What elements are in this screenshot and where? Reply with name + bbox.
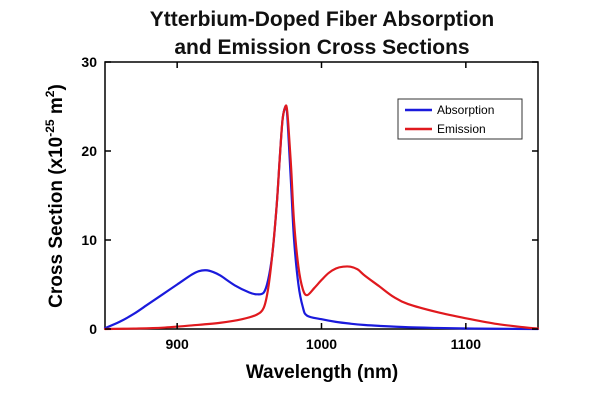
y-tick-label: 0 <box>89 321 97 337</box>
y-ticks: 0 10 20 30 <box>81 54 538 337</box>
y-axis-label-exponent: -25 <box>43 119 57 137</box>
legend-box <box>397 98 523 140</box>
y-axis-label: Cross Section (x10-25 m2) <box>43 84 67 308</box>
series-line-emission <box>103 104 540 331</box>
chart-title-line-2: and Emission Cross Sections <box>174 36 469 59</box>
x-axis-label: Wavelength (nm) <box>246 362 398 383</box>
x-tick-label: 900 <box>165 336 189 352</box>
y-tick-label: 10 <box>81 232 97 248</box>
x-tick-label: 1000 <box>306 336 337 352</box>
y-axis-label-main: Cross Section (x10 <box>46 137 67 308</box>
x-ticks: 900 1000 1100 <box>165 62 481 352</box>
legend-label-emission: Emission <box>437 122 486 136</box>
chart-title-line-1: Ytterbium-Doped Fiber Absorption <box>150 8 495 31</box>
y-axis-label-unit: m <box>46 97 67 119</box>
x-tick-label: 1100 <box>451 336 482 352</box>
y-axis-label-close: ) <box>46 84 67 90</box>
y-tick-label: 30 <box>81 54 97 70</box>
legend: Absorption Emission <box>397 98 523 140</box>
series-layer <box>103 104 540 331</box>
legend-label-absorption: Absorption <box>437 103 494 117</box>
y-axis-label-unit-exponent: 2 <box>43 90 57 97</box>
y-tick-label: 20 <box>81 143 97 159</box>
